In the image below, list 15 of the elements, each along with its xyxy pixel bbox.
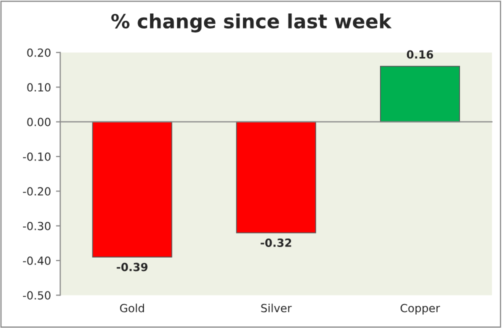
y-tick-label: -0.30 <box>23 222 50 230</box>
chart-title: % change since last week <box>111 13 392 32</box>
y-tick-label: -0.50 <box>23 291 50 300</box>
x-tick-label: Silver <box>261 304 292 312</box>
data-label: 0.16 <box>406 50 434 59</box>
x-tick-label: Copper <box>400 304 440 314</box>
y-tick-label: -0.10 <box>23 152 50 161</box>
y-tick-label: 0.20 <box>27 48 50 57</box>
y-tick-label: 0.10 <box>27 83 50 92</box>
y-tick-label: -0.20 <box>23 187 50 196</box>
y-tick-label: 0.00 <box>27 118 50 126</box>
data-label: -0.39 <box>116 262 148 272</box>
data-label: -0.32 <box>260 238 292 247</box>
x-tick-label: Gold <box>120 304 144 312</box>
y-tick-label: -0.40 <box>23 256 50 265</box>
